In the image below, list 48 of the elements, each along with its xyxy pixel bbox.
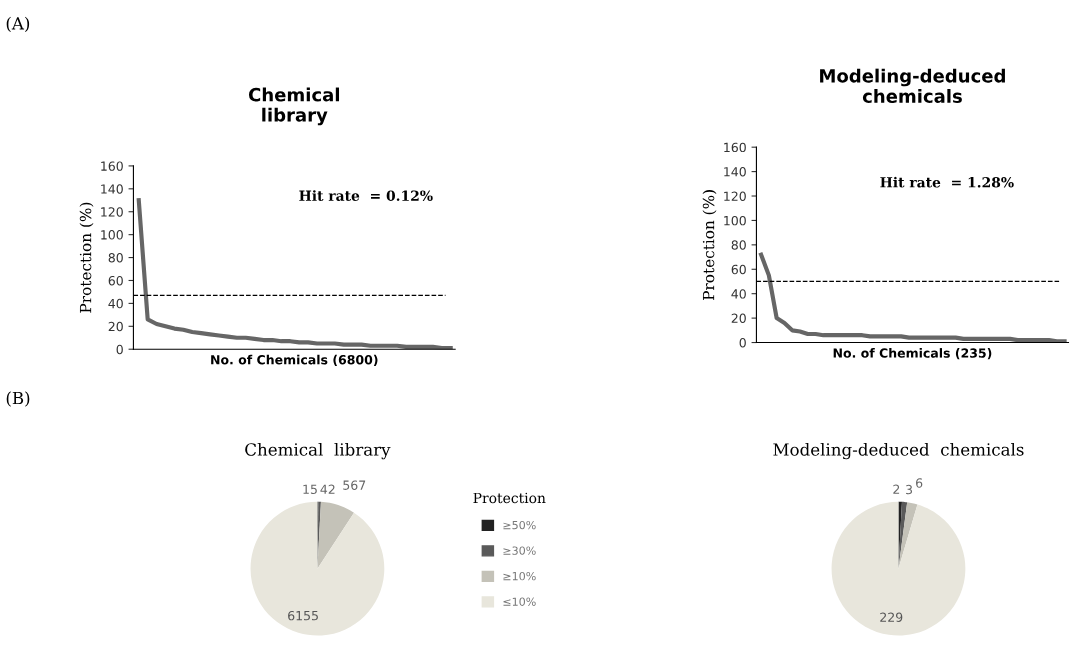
legend-label: ≥50% [503,520,536,530]
chart-title: Chemical library [248,87,339,126]
y-axis-title: Protection (%) [79,202,94,313]
legend-label: ≥30% [503,546,536,555]
y-tick-label: 0 [739,338,746,348]
y-tick-label: 20 [108,321,123,332]
chart-title: Chemical library [245,442,391,460]
y-tick-label: 120 [101,207,123,217]
legend-title: Protection [473,492,546,504]
text: (A) [6,16,30,32]
pie-slice [317,501,354,569]
y-tick-label: 20 [731,313,746,324]
y-tick-label: 140 [101,184,123,194]
text: (B) [6,391,30,407]
x-axis-title: No. of Chemicals (235) [833,348,992,360]
y-tick-label: 80 [108,253,123,263]
data-label: 42 [320,484,335,494]
legend-label: ≤10% [503,597,536,606]
pie-slice [831,501,966,636]
data-label: 567 [343,480,366,490]
x-axis-title: No. of Chemicals (6800) [211,354,378,366]
annotation: Hit rate = 0.12% [299,190,433,201]
data-label: 3 [906,484,913,495]
y-tick-label: 40 [731,289,746,299]
pie-slice [898,501,902,569]
y-tick-label: 160 [101,161,123,171]
y-tick-label: 60 [731,264,746,275]
chart-title: Modeling-deduced chemicals [820,68,1005,103]
data-label: 6155 [288,610,318,621]
y-axis-title: Protection (%) [702,190,717,300]
y-tick-label: 120 [724,191,746,201]
y-tick-label: 40 [108,298,123,309]
pie-slice [250,501,385,636]
data-label: 6 [916,478,923,488]
chart-title: Modeling-deduced chemicals [773,442,1024,460]
annotation: Hit rate = 1.28% [880,176,1014,188]
y-tick-label: 160 [724,142,746,153]
legend-label: ≥10% [503,571,536,581]
data-label: 229 [880,612,903,622]
y-tick-label: 60 [108,275,123,286]
line-series [759,252,1067,343]
y-tick-label: 100 [101,230,123,240]
y-tick-label: 0 [116,344,123,355]
y-tick-label: 100 [724,215,746,226]
y-tick-label: 140 [724,167,746,177]
y-tick-label: 80 [731,240,746,250]
data-label: 2 [893,484,900,494]
data-label: 15 [303,484,317,494]
